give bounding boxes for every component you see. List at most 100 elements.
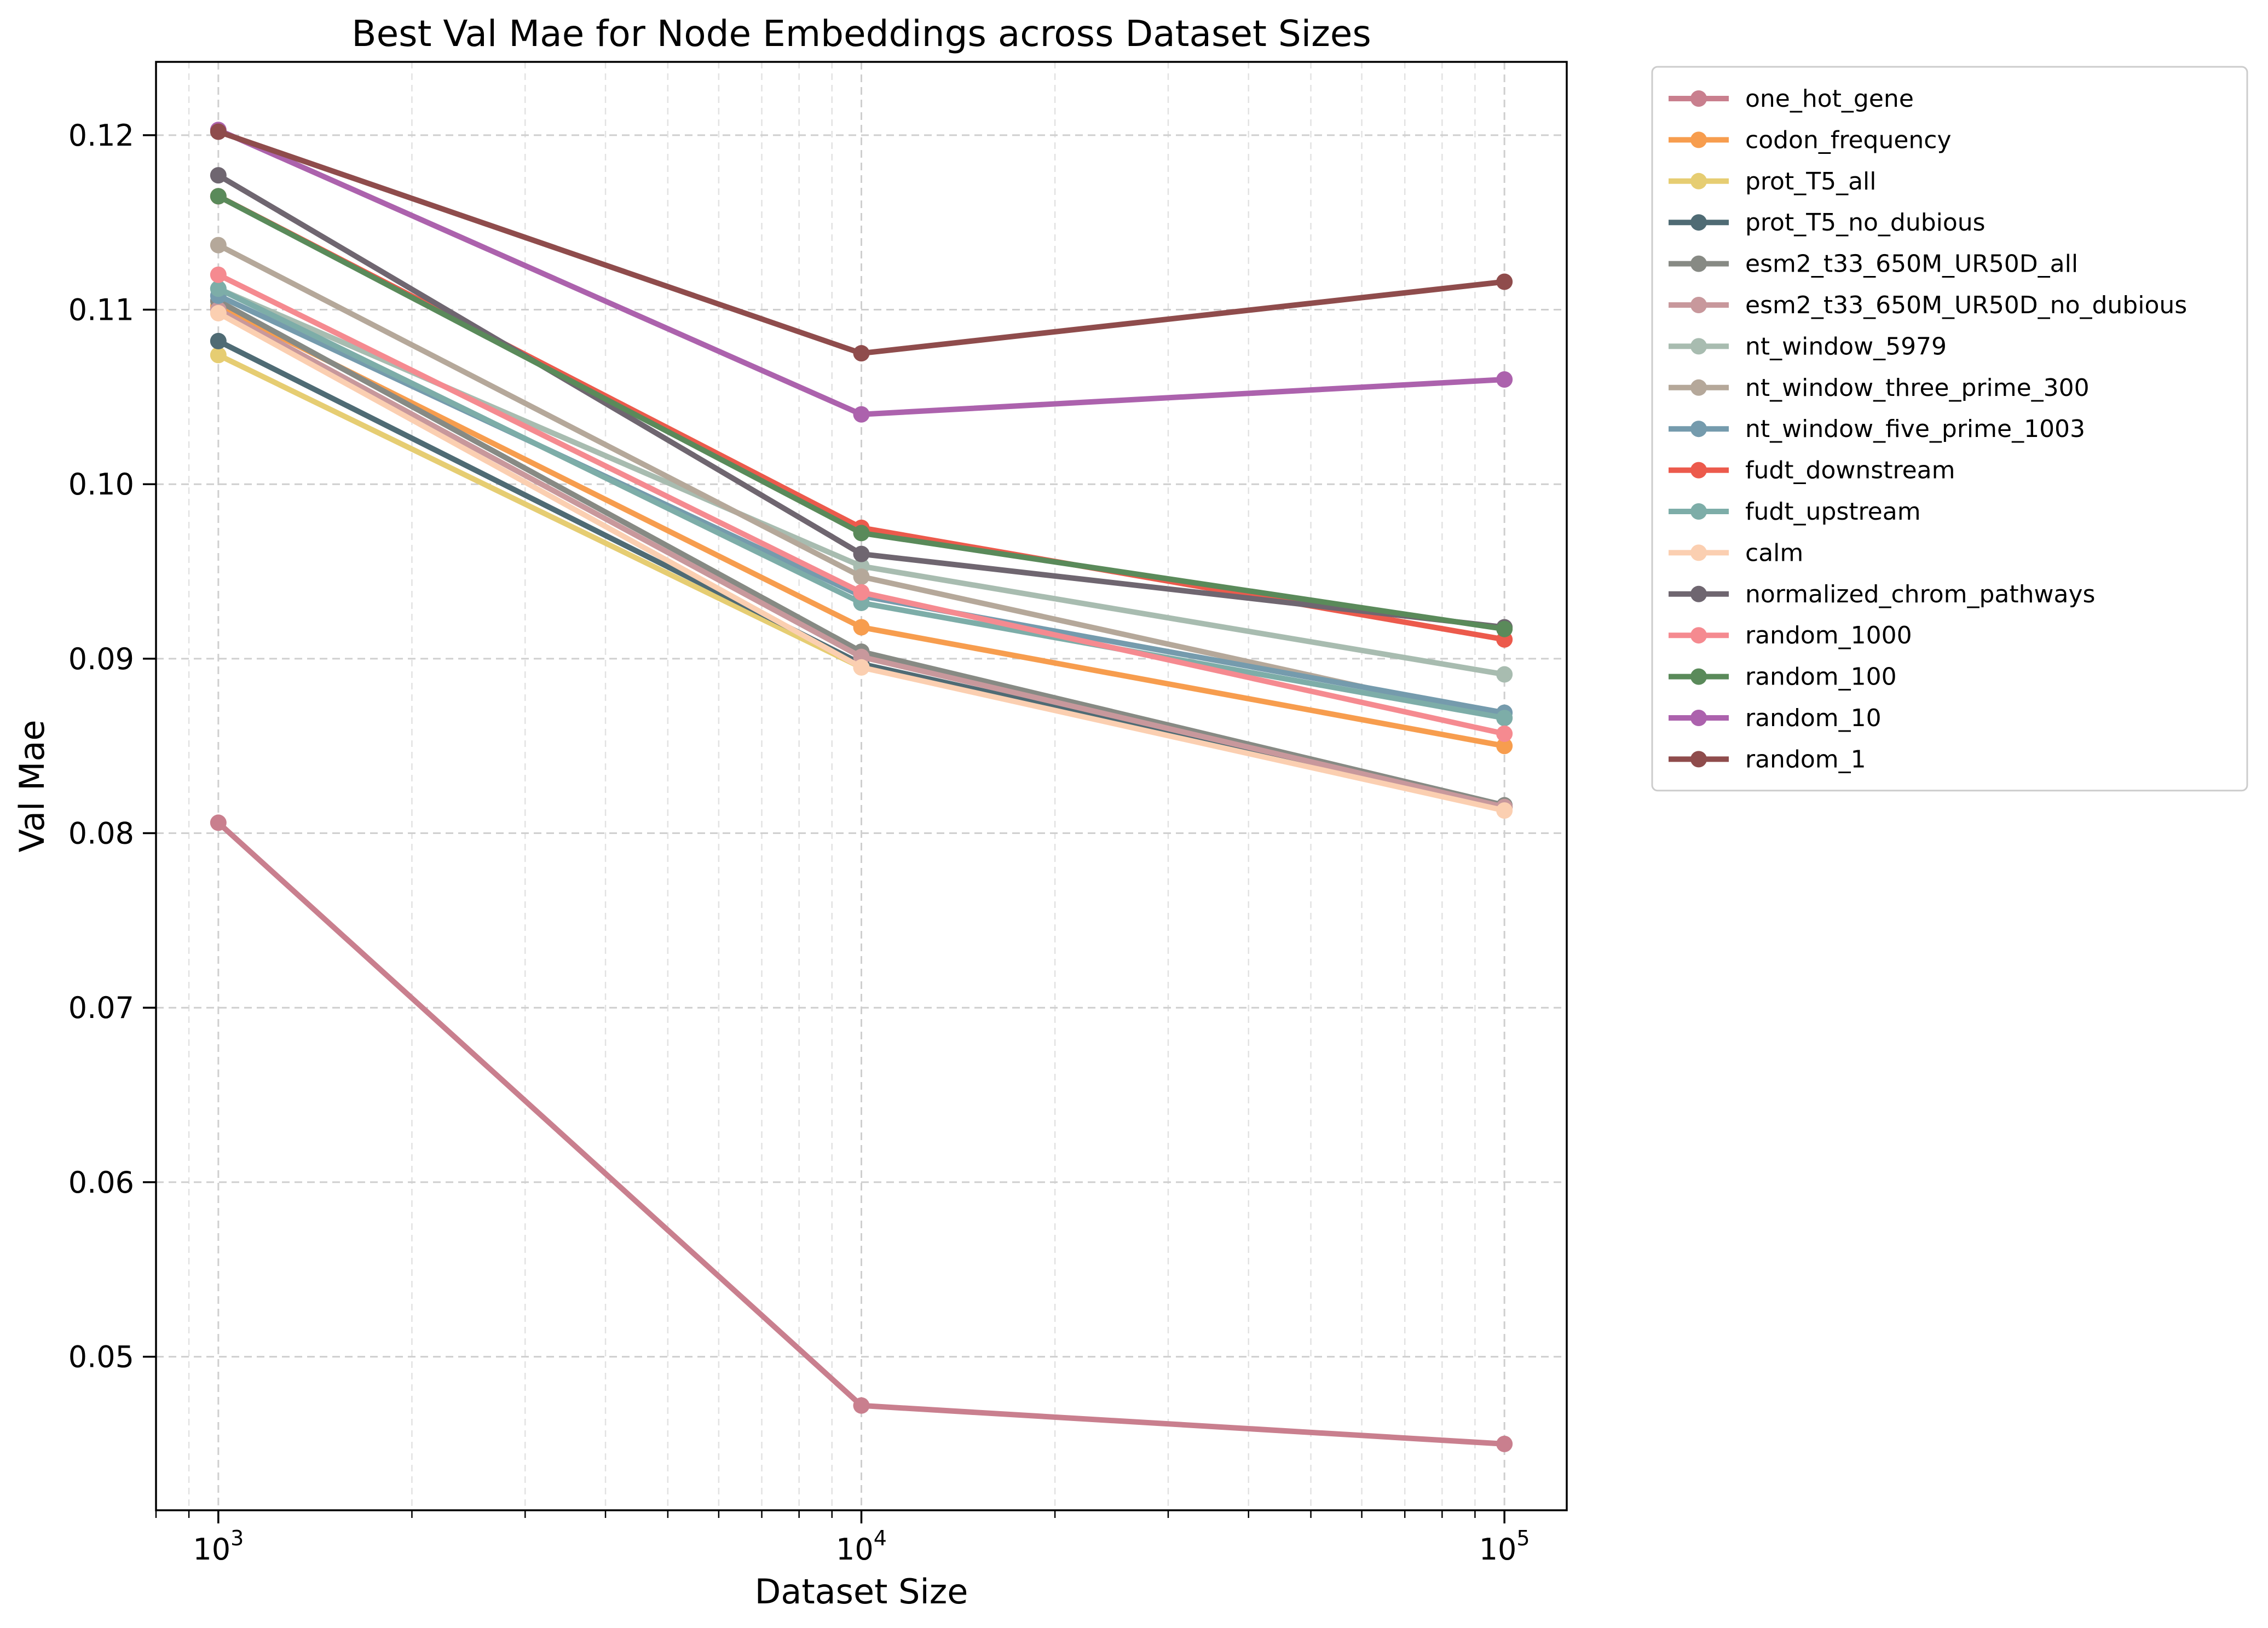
data-point xyxy=(1496,1435,1513,1452)
data-point xyxy=(210,814,227,831)
legend-label: calm xyxy=(1745,539,1803,567)
legend-swatch-marker xyxy=(1690,172,1707,189)
data-point xyxy=(1496,725,1513,742)
legend-label: random_100 xyxy=(1745,663,1897,691)
legend-box xyxy=(1651,66,2248,792)
legend-swatch-marker xyxy=(1690,255,1707,272)
data-point xyxy=(853,584,870,601)
x-tick-base: 10 xyxy=(1479,1532,1517,1567)
y-tick-label: 0.07 xyxy=(68,991,134,1025)
series-calm xyxy=(210,304,1513,819)
y-tick-label: 0.09 xyxy=(68,642,134,676)
x-tick-exponent: 5 xyxy=(1516,1526,1530,1550)
legend-item-calm: calm xyxy=(1669,539,1803,567)
legend-item-random-1000: random_1000 xyxy=(1669,622,1912,649)
data-point xyxy=(210,304,227,321)
data-point xyxy=(210,280,227,297)
data-point xyxy=(1496,802,1513,819)
data-point xyxy=(853,545,870,562)
legend-label: normalized_chrom_pathways xyxy=(1745,580,2095,608)
data-point xyxy=(1496,666,1513,683)
legend-swatch-marker xyxy=(1690,751,1707,768)
legend-label: nt_window_three_prime_300 xyxy=(1745,374,2090,402)
data-point xyxy=(210,123,227,140)
y-tick-label: 0.11 xyxy=(68,293,134,327)
data-point xyxy=(210,188,227,205)
legend-label: codon_frequency xyxy=(1745,126,1952,154)
y-tick-label: 0.10 xyxy=(68,467,134,502)
y-tick-label: 0.08 xyxy=(68,816,134,851)
legend-label: fudt_upstream xyxy=(1745,498,1921,526)
series-random-100 xyxy=(210,188,1513,637)
legend-item-nt-window-five-prime-1003: nt_window_five_prime_1003 xyxy=(1669,415,2085,443)
data-point xyxy=(853,619,870,636)
legend-label: esm2_t33_650M_UR50D_no_dubious xyxy=(1745,291,2187,319)
legend-item-nt-window-three-prime-300: nt_window_three_prime_300 xyxy=(1669,374,2090,402)
legend-swatch-marker xyxy=(1690,421,1707,438)
legend-swatch-marker xyxy=(1690,214,1707,231)
x-axis-label: Dataset Size xyxy=(755,1572,968,1612)
data-point xyxy=(210,167,227,184)
legend-item-esm2-t33-650M-UR50D-no-dubious: esm2_t33_650M_UR50D_no_dubious xyxy=(1669,291,2187,319)
data-point xyxy=(1496,273,1513,290)
axis-ticks: 103 104 1050.050.060.070.080.090.100.110.1… xyxy=(68,118,1530,1567)
legend-item-random-100: random_100 xyxy=(1669,663,1897,691)
legend-item-random-10: random_10 xyxy=(1669,704,1882,732)
x-tick-label: 104 xyxy=(836,1526,887,1567)
legend-item-prot-T5-no-dubious: prot_T5_no_dubious xyxy=(1669,209,1986,237)
x-tick-base: 10 xyxy=(193,1532,230,1567)
data-point xyxy=(1496,371,1513,388)
x-tick-exponent: 3 xyxy=(230,1526,244,1550)
series-one-hot-gene xyxy=(210,814,1513,1452)
legend-swatch-marker xyxy=(1690,131,1707,148)
legend-label: esm2_t33_650M_UR50D_all xyxy=(1745,250,2078,278)
legend-item-random-1: random_1 xyxy=(1669,745,1866,773)
legend-swatch-marker xyxy=(1690,462,1707,479)
legend-label: prot_T5_all xyxy=(1745,168,1877,195)
legend-swatch-marker xyxy=(1690,338,1707,355)
legend-item-fudt-upstream: fudt_upstream xyxy=(1669,498,1921,526)
legend-swatch-marker xyxy=(1690,585,1707,602)
series-layer xyxy=(210,122,1513,1452)
x-tick-base: 10 xyxy=(836,1532,874,1567)
data-point xyxy=(1496,710,1513,727)
data-point xyxy=(1496,620,1513,637)
legend-item-normalized-chrom-pathways: normalized_chrom_pathways xyxy=(1669,580,2095,608)
legend-swatch-marker xyxy=(1690,297,1707,313)
x-tick-label: 105 xyxy=(1479,1526,1530,1567)
data-point xyxy=(210,332,227,349)
legend-label: nt_window_5979 xyxy=(1745,332,1947,360)
legend-label: nt_window_five_prime_1003 xyxy=(1745,415,2085,443)
legend-item-nt-window-5979: nt_window_5979 xyxy=(1669,332,1947,360)
legend-swatch-marker xyxy=(1690,710,1707,726)
legend-item-prot-T5-all: prot_T5_all xyxy=(1669,168,1877,195)
legend: one_hot_gene codon_frequency prot_T5_allpr… xyxy=(1651,66,2248,792)
chart-title: Best Val Mae for Node Embeddings across … xyxy=(351,13,1371,55)
data-point xyxy=(853,568,870,585)
y-tick-label: 0.06 xyxy=(68,1165,134,1200)
legend-swatch-marker xyxy=(1690,90,1707,107)
data-point xyxy=(210,266,227,283)
legend-swatch-marker xyxy=(1690,379,1707,396)
legend-swatch-marker xyxy=(1690,503,1707,520)
series-random-1000 xyxy=(210,266,1513,742)
data-point xyxy=(210,347,227,364)
legend-label: random_1 xyxy=(1745,745,1866,773)
legend-item-fudt-downstream: fudt_downstream xyxy=(1669,457,1955,485)
legend-item-codon-frequency: codon_frequency xyxy=(1669,126,1952,154)
y-tick-label: 0.05 xyxy=(68,1340,134,1374)
series-random-1 xyxy=(210,123,1513,362)
legend-label: one_hot_gene xyxy=(1745,85,1914,113)
legend-swatch-marker xyxy=(1690,627,1707,644)
legend-swatch-marker xyxy=(1690,544,1707,561)
legend-label: prot_T5_no_dubious xyxy=(1745,209,1986,237)
data-point xyxy=(853,659,870,676)
legend-label: fudt_downstream xyxy=(1745,457,1955,485)
data-point xyxy=(853,1397,870,1414)
data-point xyxy=(853,525,870,542)
data-point xyxy=(210,237,227,254)
y-tick-label: 0.12 xyxy=(68,118,134,153)
x-tick-label: 103 xyxy=(193,1526,244,1567)
